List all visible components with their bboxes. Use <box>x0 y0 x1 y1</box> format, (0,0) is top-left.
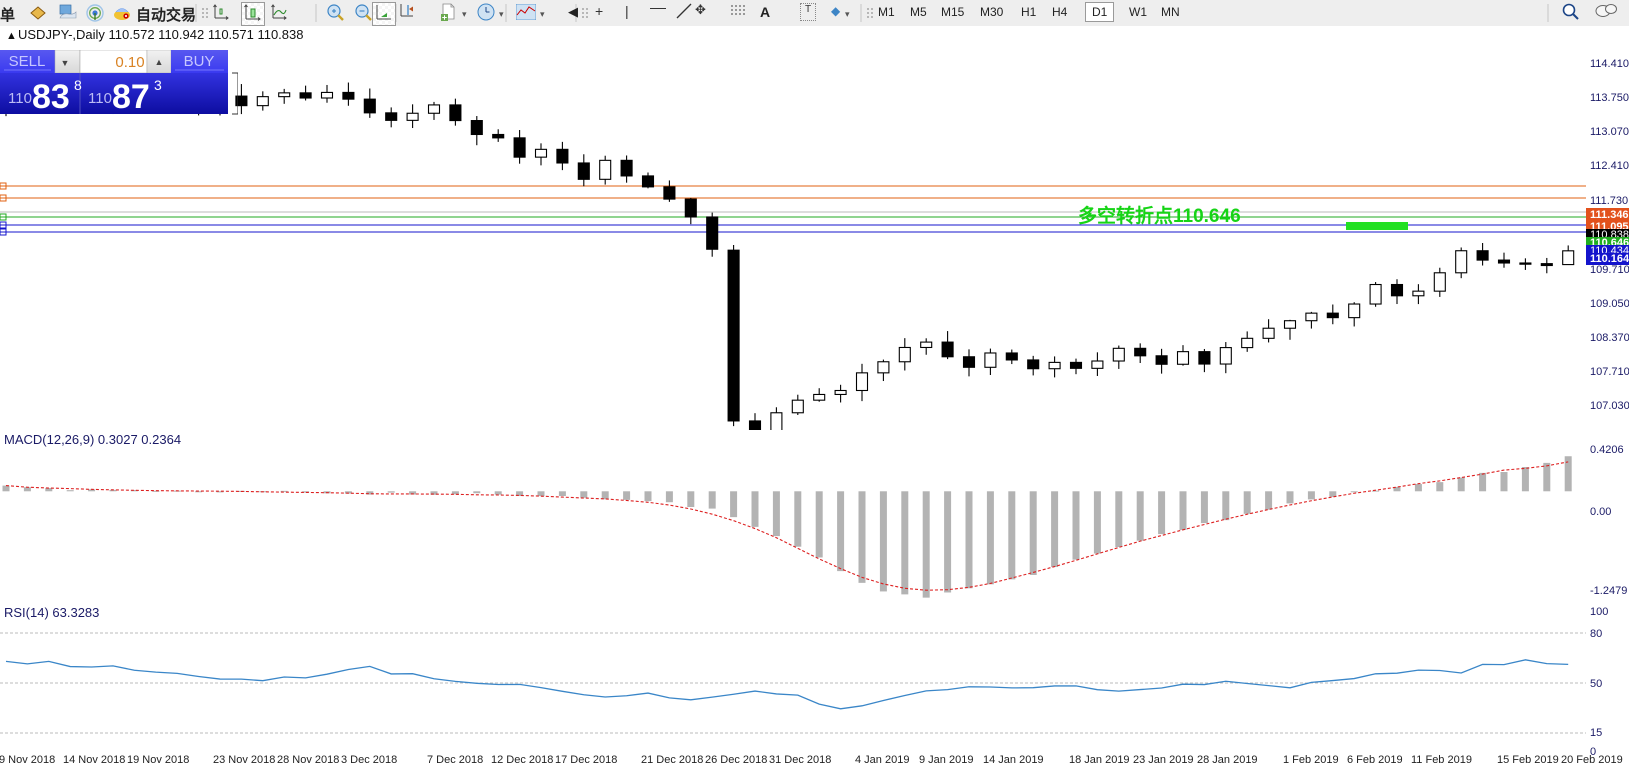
svg-text:▲: ▲ <box>6 30 17 42</box>
svg-text:3: 3 <box>154 77 162 93</box>
svg-text:110: 110 <box>88 90 112 107</box>
svg-text:▲: ▲ <box>155 57 164 67</box>
svg-text:RSI(14) 63.3283: RSI(14) 63.3283 <box>4 605 99 620</box>
svg-text:SELL: SELL <box>9 53 46 70</box>
svg-text:87: 87 <box>112 78 150 116</box>
svg-text:BUY: BUY <box>184 53 215 70</box>
svg-text:▼: ▼ <box>61 58 70 68</box>
svg-text:83: 83 <box>32 78 70 116</box>
svg-text:110: 110 <box>8 90 32 107</box>
svg-text:MACD(12,26,9) 0.3027 0.2364: MACD(12,26,9) 0.3027 0.2364 <box>4 432 181 447</box>
svg-text:USDJPY-,Daily 110.572 110.942: USDJPY-,Daily 110.572 110.942 110.571 11… <box>18 27 304 42</box>
svg-text:多空转折点110.646: 多空转折点110.646 <box>1078 204 1241 227</box>
svg-text:8: 8 <box>74 77 82 93</box>
svg-text:0.10: 0.10 <box>115 54 144 71</box>
